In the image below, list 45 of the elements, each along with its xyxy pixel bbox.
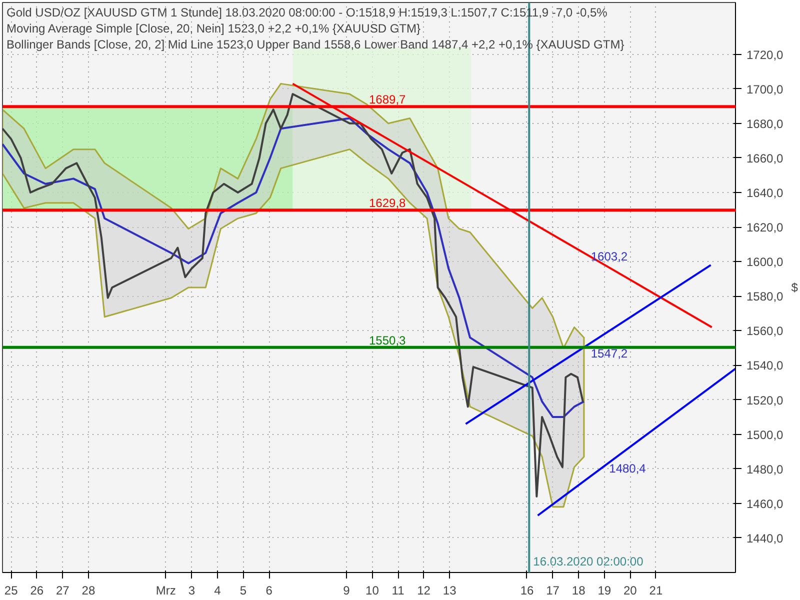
y-tick-label: 1440,0 xyxy=(746,531,784,546)
x-tick-label: 10 xyxy=(366,584,380,598)
ref-line-label: 1629,8 xyxy=(369,196,406,210)
y-tick-label: 1560,0 xyxy=(746,324,784,338)
x-tick-label: 26 xyxy=(30,584,44,598)
line-series xyxy=(2,117,585,418)
y-tick-label: 1600,0 xyxy=(746,255,784,270)
x-tick-label: 25 xyxy=(4,584,18,598)
y-tick-label: 1640,0 xyxy=(746,186,784,200)
x-tick-label: 4 xyxy=(214,584,222,598)
annotation: 1480,4 xyxy=(609,462,646,476)
x-tick-label: 17 xyxy=(546,584,560,598)
annotation: 1603,2 xyxy=(590,250,628,264)
x-tick-label: 3 xyxy=(188,584,196,598)
x-tick-label: 20 xyxy=(624,584,638,598)
y-tick-label: 1500,0 xyxy=(746,428,784,442)
x-tick-label: Mrz xyxy=(156,584,176,598)
annotation: Moving Average Simple [Close, 20, Nein] 1523,0 +2,2 +0,1% {XAUUSD GTM} xyxy=(6,22,420,36)
x-tick-label: 19 xyxy=(598,584,612,598)
x-tick-label: 5 xyxy=(240,584,247,598)
y-axis-title: $ xyxy=(791,280,798,294)
x-tick-label: 9 xyxy=(343,584,350,598)
x-tick-label: 27 xyxy=(56,584,70,598)
annotation: 1547,2 xyxy=(590,346,628,360)
x-tick-label: 16 xyxy=(520,584,534,598)
y-tick-label: 1660,0 xyxy=(746,151,784,166)
y-tick-label: 1520,0 xyxy=(746,393,784,408)
y-tick-label: 1720,0 xyxy=(746,48,784,62)
ref-line-label: 16.03.2020 02:00:00 xyxy=(533,554,644,568)
y-tick-label: 1680,0 xyxy=(746,116,784,131)
x-tick-label: 12 xyxy=(417,584,431,598)
y-tick-label: 1700,0 xyxy=(746,82,784,96)
x-tick-label: 28 xyxy=(82,584,96,598)
y-tick-label: 1580,0 xyxy=(746,290,784,304)
y-tick-label: 1480,0 xyxy=(746,462,784,476)
ref-line-label: 1689,7 xyxy=(369,92,406,107)
x-tick-label: 11 xyxy=(392,584,405,598)
x-tick-label: 18 xyxy=(572,584,586,598)
y-tick-label: 1460,0 xyxy=(746,496,784,511)
y-tick-label: 1540,0 xyxy=(746,358,784,373)
y-tick-label: 1620,0 xyxy=(746,220,784,235)
x-tick-label: 6 xyxy=(266,584,273,598)
x-tick-label: 21 xyxy=(649,584,663,598)
ref-line-label: 1550,3 xyxy=(369,333,406,348)
x-tick-label: 13 xyxy=(442,584,457,598)
